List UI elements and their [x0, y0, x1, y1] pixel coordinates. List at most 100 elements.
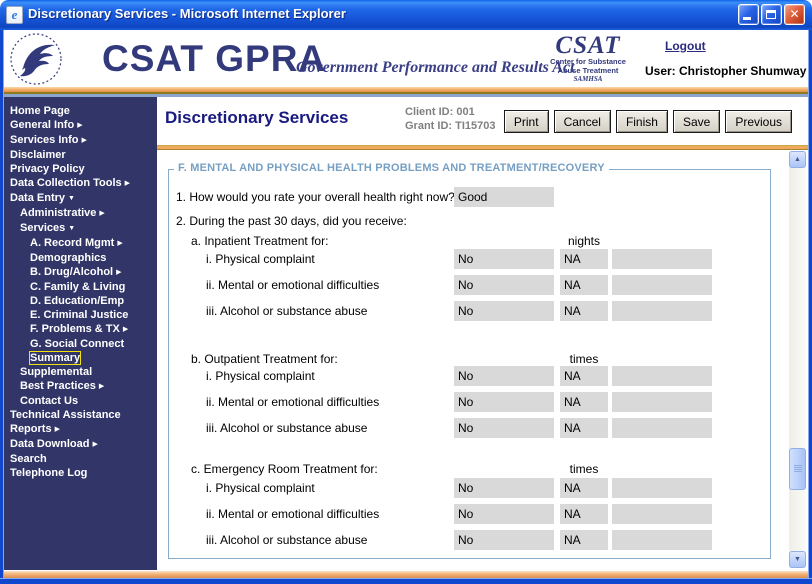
grant-id: Grant ID: TI15703 [405, 120, 496, 132]
count-field [612, 418, 712, 438]
window-controls: ✕ [738, 4, 805, 25]
sidebar-item-label: Administrative [20, 207, 97, 219]
answer-field: No [454, 504, 554, 524]
sidebar-item-disclaimer[interactable]: Disclaimer [4, 148, 157, 162]
sidebar-item-f-problems-tx[interactable]: F. Problems & TX ▶ [4, 322, 157, 337]
sidebar-item-b-drug-alcohol[interactable]: B. Drug/Alcohol ▶ [4, 265, 157, 280]
sidebar-item-label: Demographics [30, 252, 107, 264]
row-label: i. Physical complaint [206, 252, 315, 266]
cancel-button[interactable]: Cancel [553, 110, 611, 133]
logout-link[interactable]: Logout [665, 39, 706, 53]
sidebar-item-best-practices[interactable]: Best Practices ▶ [4, 379, 157, 394]
form-fieldset: F. MENTAL AND PHYSICAL HEALTH PROBLEMS A… [168, 162, 771, 559]
sidebar-item-c-family-living[interactable]: C. Family & Living [4, 280, 157, 294]
brand-title: CSAT GPRA [102, 38, 327, 79]
scroll-down-button[interactable]: ▼ [789, 551, 806, 568]
na-field: NA [560, 366, 608, 386]
vertical-scrollbar[interactable]: ▲ ▼ [789, 151, 806, 568]
window-title: Discretionary Services - Microsoft Inter… [28, 6, 346, 21]
sidebar-item-telephone-log[interactable]: Telephone Log [4, 466, 157, 480]
count-field [612, 504, 712, 524]
csat-logo: CSAT Center for Substance Abuse Treatmen… [540, 33, 636, 84]
scroll-up-button[interactable]: ▲ [789, 151, 806, 168]
sidebar-item-label: Summary [28, 351, 82, 365]
answer-field: No [454, 275, 554, 295]
na-field: NA [560, 478, 608, 498]
sidebar-item-data-collection-tools[interactable]: Data Collection Tools ▶ [4, 176, 157, 191]
brand-tagline: Government Performance and Results Act [296, 59, 575, 76]
sidebar-item-demographics[interactable]: Demographics [4, 251, 157, 265]
sidebar-item-home-page[interactable]: Home Page [4, 104, 157, 118]
count-field [612, 530, 712, 550]
window-titlebar[interactable]: e Discretionary Services - Microsoft Int… [0, 0, 812, 30]
maximize-button[interactable] [761, 4, 782, 25]
sidebar-item-reports[interactable]: Reports ▶ [4, 422, 157, 437]
sidebar-item-search[interactable]: Search [4, 452, 157, 466]
sidebar-item-label: A. Record Mgmt [30, 237, 115, 249]
sidebar-item-d-education-emp[interactable]: D. Education/Emp [4, 294, 157, 308]
sidebar-item-label: Services Info [10, 134, 79, 146]
sidebar-item-label: Data Download [10, 438, 90, 450]
answer-field: No [454, 392, 554, 412]
sidebar-item-label: B. Drug/Alcohol [30, 266, 114, 278]
form-scroll-area: F. MENTAL AND PHYSICAL HEALTH PROBLEMS A… [157, 150, 808, 570]
sidebar-item-label: Privacy Policy [10, 163, 85, 175]
row-label: iii. Alcohol or substance abuse [206, 421, 368, 435]
sidebar-item-technical-assistance[interactable]: Technical Assistance [4, 408, 157, 422]
submenu-right-arrow-icon: ▶ [99, 210, 105, 217]
sidebar-item-summary[interactable]: Summary [4, 351, 157, 365]
close-button[interactable]: ✕ [784, 4, 805, 25]
submenu-right-arrow-icon: ▶ [122, 326, 129, 333]
sidebar-item-privacy-policy[interactable]: Privacy Policy [4, 162, 157, 176]
section-label-a: a. Inpatient Treatment for: [191, 234, 329, 248]
sidebar-item-label: E. Criminal Justice [30, 309, 129, 321]
sidebar-item-supplemental[interactable]: Supplemental [4, 365, 157, 379]
sidebar-item-data-download[interactable]: Data Download ▶ [4, 437, 157, 452]
strip-gold [4, 92, 808, 94]
sidebar-item-a-record-mgmt[interactable]: A. Record Mgmt ▶ [4, 236, 157, 251]
window-frame-left [0, 30, 4, 578]
previous-button[interactable]: Previous [725, 110, 792, 133]
sidebar-item-g-social-connect[interactable]: G. Social Connect [4, 337, 157, 351]
sidebar-item-administrative[interactable]: Administrative ▶ [4, 206, 157, 221]
submenu-down-arrow-icon: ▼ [68, 195, 75, 202]
sidebar-item-contact-us[interactable]: Contact Us [4, 394, 157, 408]
scrollbar-thumb[interactable] [789, 448, 806, 490]
sidebar-item-services-info[interactable]: Services Info ▶ [4, 133, 157, 148]
csat-logo-line2: Abuse Treatment [557, 65, 619, 75]
minimize-button[interactable] [738, 4, 759, 25]
print-button[interactable]: Print [503, 110, 549, 133]
sidebar-item-services[interactable]: Services ▼ [4, 221, 157, 236]
strip-blue [4, 94, 808, 97]
sidebar-item-label: Services [20, 222, 66, 234]
row-label: iii. Alcohol or substance abuse [206, 533, 368, 547]
save-button[interactable]: Save [672, 110, 721, 133]
main-content: Discretionary Services Client ID: 001 Gr… [157, 97, 808, 570]
submenu-right-arrow-icon: ▶ [117, 240, 123, 247]
finish-button[interactable]: Finish [615, 110, 668, 133]
maximize-icon [766, 10, 776, 19]
na-field: NA [560, 249, 608, 269]
submenu-right-arrow-icon: ▶ [81, 137, 87, 144]
answer-field: No [454, 301, 554, 321]
unit-column-header: times [569, 352, 599, 366]
na-field: NA [560, 275, 608, 295]
minimize-icon [743, 17, 751, 20]
count-field [612, 301, 712, 321]
unit-column-header: times [569, 462, 599, 476]
sidebar-item-label: Supplemental [20, 366, 93, 378]
sidebar-item-general-info[interactable]: General Info ▶ [4, 118, 157, 133]
sidebar-item-data-entry[interactable]: Data Entry ▼ [4, 191, 157, 206]
scrollbar-thumb-grip-icon [793, 465, 802, 473]
internet-explorer-icon: e [6, 6, 23, 24]
scroll-down-arrow-icon: ▼ [794, 556, 801, 563]
toolbar: Print Cancel Finish Save Previous [503, 110, 792, 133]
sidebar-item-e-criminal-justice[interactable]: E. Criminal Justice [4, 308, 157, 322]
sidebar-item-label: Reports [10, 423, 52, 435]
unit-column-header: nights [567, 234, 601, 248]
sidebar-item-label: D. Education/Emp [30, 295, 125, 307]
na-field: NA [560, 418, 608, 438]
count-field [612, 478, 712, 498]
header-divider-strip [4, 87, 808, 97]
scroll-up-arrow-icon: ▲ [794, 156, 801, 163]
